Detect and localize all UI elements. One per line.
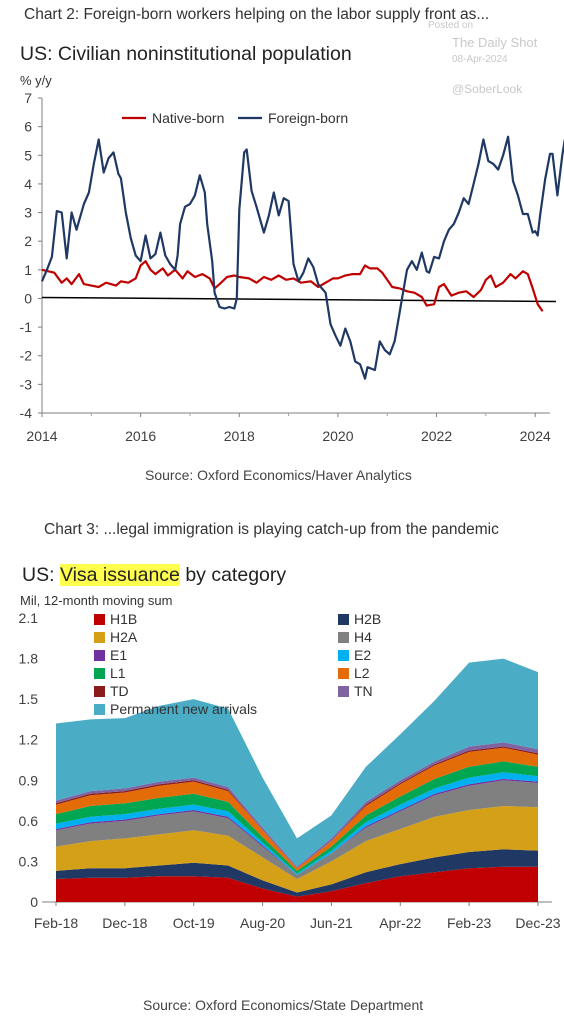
chart2-series-foreign-born [40, 135, 564, 380]
chart3-x-tick-label: Jun-21 [310, 915, 353, 931]
chart3-legend-swatch [338, 614, 349, 625]
chart3-legend-label: H1B [110, 611, 137, 627]
chart2-series-native-born [41, 260, 544, 312]
chart3-legend-swatch [94, 650, 105, 661]
chart3-x-tick-label: Aug-20 [240, 915, 285, 931]
chart2-x-tick-label: 2016 [125, 428, 156, 444]
chart3-legend-label: L1 [110, 665, 126, 681]
chart3-x-tick-label: Feb-18 [34, 915, 79, 931]
chart2-y-tick-label: 6 [24, 119, 32, 135]
chart2-x-tick-label: 2018 [224, 428, 255, 444]
chart3-legend-label: E1 [110, 647, 127, 663]
chart3-legend-label: Permanent new arrivals [110, 701, 257, 717]
chart2-source: Source: Oxford Economics/Haver Analytics [145, 467, 412, 483]
chart2-x-tick-label: 2024 [520, 428, 551, 444]
chart3-y-tick-label: 1.2 [19, 732, 39, 748]
chart2-y-tick-label: 5 [24, 147, 32, 163]
chart3-legend-swatch [338, 632, 349, 643]
chart3-legend-label: TN [354, 683, 373, 699]
chart3-title: US: Visa issuance by category [22, 564, 286, 587]
chart2-y-tick-label: -1 [20, 319, 33, 335]
chart3-x-tick-label: Dec-23 [515, 915, 560, 931]
chart3-legend-swatch [338, 686, 349, 697]
chart2-heading: Chart 2: Foreign-born workers helping on… [24, 6, 490, 23]
chart2-y-tick-label: 4 [24, 176, 32, 192]
chart3-y-tick-label: 1.5 [19, 691, 39, 707]
chart2-x-tick-label: 2022 [421, 428, 452, 444]
chart3-legend-label: L2 [354, 665, 370, 681]
chart2-x-tick-label: 2020 [322, 428, 353, 444]
chart2-zero-line [41, 296, 557, 303]
chart2-legend-label: Foreign-born [268, 110, 348, 126]
chart3-legend-swatch [94, 704, 105, 715]
chart3-legend-label: TD [110, 683, 129, 699]
chart3-legend-label: H4 [354, 629, 372, 645]
chart3-legend-swatch [94, 686, 105, 697]
chart2-title: US: Civilian noninstitutional population [20, 43, 352, 65]
chart3-area-e1 [56, 778, 538, 875]
chart3-unit: Mil, 12-month moving sum [20, 593, 173, 608]
chart3-x-tick-label: Oct-19 [173, 915, 215, 931]
chart3-title-prefix: US: [22, 564, 60, 586]
chart3-legend-label: E2 [354, 647, 371, 663]
watermark-date: 08-Apr-2024 [452, 54, 508, 65]
chart2-y-tick-label: -3 [20, 376, 33, 392]
chart3-heading: Chart 3: ...legal immigration is playing… [44, 521, 499, 538]
chart3-x-tick-label: Apr-22 [379, 915, 421, 931]
chart3-legend-swatch [94, 632, 105, 643]
chart2-y-tick-label: 1 [24, 262, 32, 278]
chart3-legend-swatch [338, 650, 349, 661]
chart3-y-tick-label: 0.3 [19, 853, 39, 869]
chart2-y-tick-label: 2 [24, 233, 32, 249]
chart3-area-h1b [56, 866, 538, 902]
chart2-unit: % y/y [20, 73, 52, 88]
watermark-posted-on: Posted on [428, 20, 474, 31]
chart3-y-tick-label: 0 [30, 894, 38, 910]
chart3-x-tick-label: Feb-23 [447, 915, 492, 931]
chart3-y-tick-label: 0.9 [19, 772, 39, 788]
chart3-legend-label: H2A [110, 629, 138, 645]
chart3-y-tick-label: 1.8 [19, 651, 39, 667]
chart2-y-tick-label: 7 [24, 90, 32, 106]
chart3-legend-swatch [94, 668, 105, 679]
chart3-y-tick-label: 2.1 [19, 610, 39, 626]
chart2-y-tick-label: 3 [24, 205, 32, 221]
chart3-source: Source: Oxford Economics/State Departmen… [143, 997, 424, 1013]
chart2-y-tick-label: -4 [20, 405, 33, 421]
chart3-legend-swatch [338, 668, 349, 679]
chart2-legend-label: Native-born [152, 110, 224, 126]
watermark-handle: @SoberLook [452, 82, 523, 96]
chart3-title-highlight: Visa issuance [59, 564, 180, 586]
chart3-x-tick-label: Dec-18 [102, 915, 147, 931]
chart3-legend-label: H2B [354, 611, 381, 627]
chart3-title-suffix: by category [179, 564, 287, 586]
chart3-area-h2a [56, 806, 538, 893]
chart2-y-tick-label: -2 [20, 348, 33, 364]
chart3-area-l2 [56, 747, 538, 871]
chart3-area-h2b [56, 849, 538, 897]
chart3-area-h4 [56, 780, 538, 879]
chart3-legend-swatch [94, 614, 105, 625]
chart2-x-tick-label: 2014 [26, 428, 57, 444]
chart3-area-permanent-new-arrivals [56, 658, 538, 867]
chart3-y-tick-label: 0.6 [19, 813, 39, 829]
watermark-brand: The Daily Shot [452, 35, 538, 50]
chart3-area-e2 [56, 772, 538, 875]
chart3-area-l1 [56, 761, 538, 874]
chart2-y-tick-label: 0 [24, 290, 32, 306]
